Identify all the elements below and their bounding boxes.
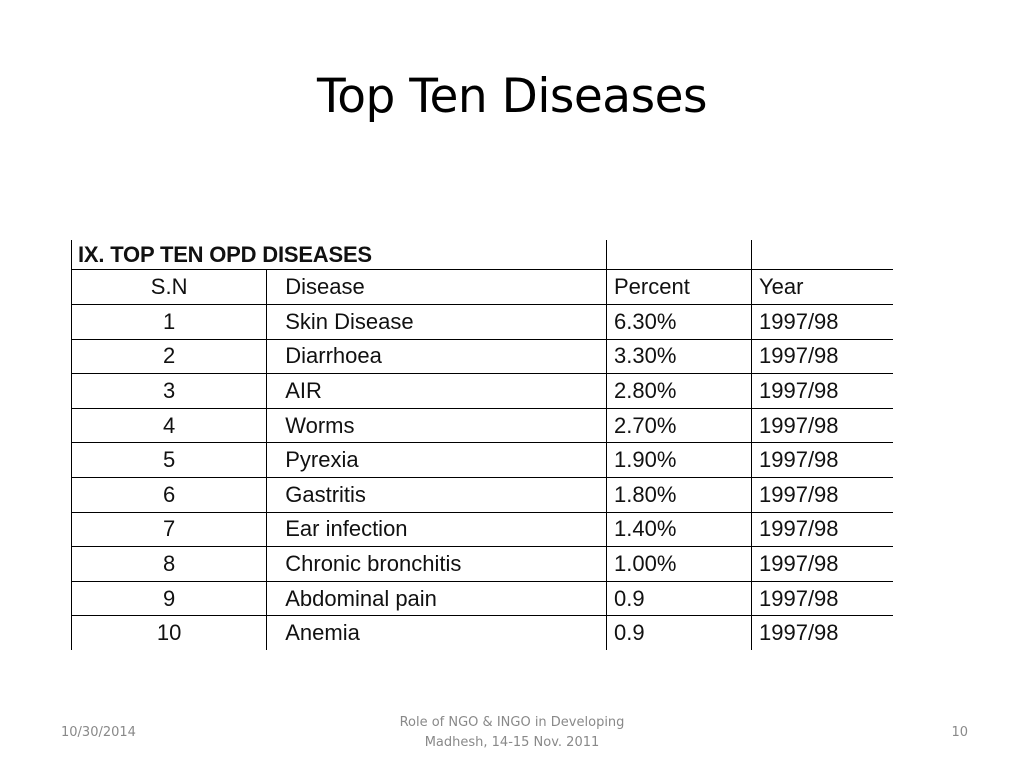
table-title-spacer [751, 240, 893, 270]
cell-sn: 8 [70, 546, 267, 582]
table-row: 2 Diarrhoea 3.30% 1997/98 [70, 339, 893, 375]
header-disease: Disease [266, 269, 607, 305]
cell-sn: 9 [70, 581, 267, 617]
table-row: 3 AIR 2.80% 1997/98 [70, 373, 893, 409]
cell-percent: 1.90% [606, 442, 752, 478]
cell-disease: Gastritis [266, 477, 607, 513]
footer-center-line2: Madhesh, 14-15 Nov. 2011 [424, 735, 600, 750]
header-sn: S.N [70, 269, 267, 305]
cell-sn: 1 [70, 304, 267, 340]
table-row: 5 Pyrexia 1.90% 1997/98 [70, 442, 893, 478]
cell-year: 1997/98 [751, 373, 893, 409]
diseases-table-image: IX. TOP TEN OPD DISEASES S.N Disease Per… [70, 240, 895, 658]
footer-center: Role of NGO & INGO in Developing Madhesh… [362, 713, 662, 753]
table-title: IX. TOP TEN OPD DISEASES [71, 240, 462, 270]
cell-year: 1997/98 [751, 512, 893, 548]
cell-disease: Pyrexia [266, 442, 607, 478]
cell-sn: 10 [70, 615, 267, 650]
cell-percent: 1.40% [606, 512, 752, 548]
table-row: 4 Worms 2.70% 1997/98 [70, 408, 893, 444]
cell-sn: 4 [70, 408, 267, 444]
cell-percent: 2.70% [606, 408, 752, 444]
table-title-spacer [606, 240, 752, 270]
table-title-spacer [462, 240, 607, 270]
header-year: Year [751, 269, 893, 305]
cell-disease: Chronic bronchitis [266, 546, 607, 582]
table-row: 7 Ear infection 1.40% 1997/98 [70, 512, 893, 548]
cell-percent: 1.00% [606, 546, 752, 582]
cell-disease: Worms [266, 408, 607, 444]
cell-sn: 6 [70, 477, 267, 513]
cell-disease: Ear infection [266, 512, 607, 548]
footer-page-number: 10 [951, 725, 968, 740]
cell-sn: 7 [70, 512, 267, 548]
cell-year: 1997/98 [751, 477, 893, 513]
table-title-row: IX. TOP TEN OPD DISEASES [71, 240, 893, 270]
footer-date: 10/30/2014 [61, 725, 136, 740]
cell-year: 1997/98 [751, 304, 893, 340]
cell-sn: 5 [70, 442, 267, 478]
cell-percent: 1.80% [606, 477, 752, 513]
cell-percent: 0.9 [606, 581, 752, 617]
cell-percent: 2.80% [606, 373, 752, 409]
diseases-table: IX. TOP TEN OPD DISEASES S.N Disease Per… [70, 240, 893, 650]
cell-percent: 6.30% [606, 304, 752, 340]
cell-sn: 2 [70, 339, 267, 375]
cell-disease: Diarrhoea [266, 339, 607, 375]
table-row: 9 Abdominal pain 0.9 1997/98 [70, 581, 893, 617]
cell-year: 1997/98 [751, 408, 893, 444]
table-row: 6 Gastritis 1.80% 1997/98 [70, 477, 893, 513]
cell-disease: Anemia [266, 615, 607, 650]
cell-percent: 0.9 [606, 615, 752, 650]
cell-year: 1997/98 [751, 546, 893, 582]
footer-center-line1: Role of NGO & INGO in Developing [399, 715, 625, 730]
cell-percent: 3.30% [606, 339, 752, 375]
table-row: 8 Chronic bronchitis 1.00% 1997/98 [70, 546, 893, 582]
slide-title: Top Ten Diseases [317, 69, 707, 124]
cell-year: 1997/98 [751, 615, 893, 650]
header-percent: Percent [606, 269, 752, 305]
table-header-row: S.N Disease Percent Year [70, 269, 893, 305]
cell-year: 1997/98 [751, 339, 893, 375]
cell-disease: Abdominal pain [266, 581, 607, 617]
cell-disease: Skin Disease [266, 304, 607, 340]
cell-sn: 3 [70, 373, 267, 409]
cell-year: 1997/98 [751, 442, 893, 478]
table-row: 10 Anemia 0.9 1997/98 [70, 615, 893, 650]
table-row: 1 Skin Disease 6.30% 1997/98 [70, 304, 893, 340]
cell-disease: AIR [266, 373, 607, 409]
cell-year: 1997/98 [751, 581, 893, 617]
